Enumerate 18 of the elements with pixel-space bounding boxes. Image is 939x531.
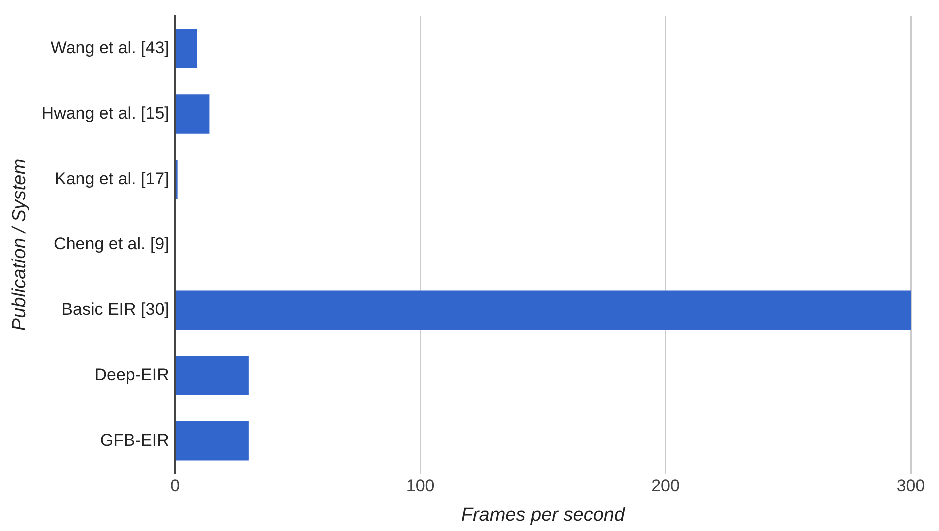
bar	[176, 290, 911, 330]
y-tick-label: Hwang et al. [15]	[42, 104, 170, 123]
y-tick-label: Basic EIR [30]	[62, 300, 170, 320]
x-axis-title: Frames per second	[461, 504, 626, 526]
bar	[176, 422, 249, 461]
y-tick-label: GFB-EIR	[100, 430, 170, 450]
bar	[176, 356, 249, 396]
bar	[176, 94, 210, 134]
bar	[176, 29, 198, 68]
x-tick-label: 100	[406, 476, 435, 496]
x-tick-label: 200	[652, 476, 680, 496]
x-tick-label: 300	[896, 476, 926, 496]
y-tick-label: Kang et al. [17]	[55, 169, 170, 188]
x-tick-label: 0	[170, 476, 180, 496]
y-axis-title: Publication / System	[10, 158, 31, 332]
y-tick-label: Cheng et al. [9]	[54, 234, 170, 254]
y-tick-label: Wang et al. [43]	[50, 38, 170, 58]
y-tick-label: Deep-EIR	[94, 365, 170, 384]
